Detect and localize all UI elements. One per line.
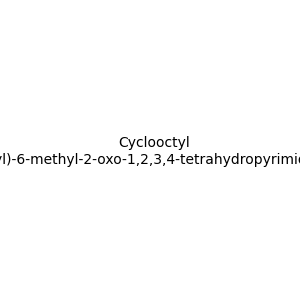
- Text: Cyclooctyl 4-(2-ethoxyphenyl)-6-methyl-2-oxo-1,2,3,4-tetrahydropyrimidine-5-carb: Cyclooctyl 4-(2-ethoxyphenyl)-6-methyl-2…: [0, 136, 300, 166]
